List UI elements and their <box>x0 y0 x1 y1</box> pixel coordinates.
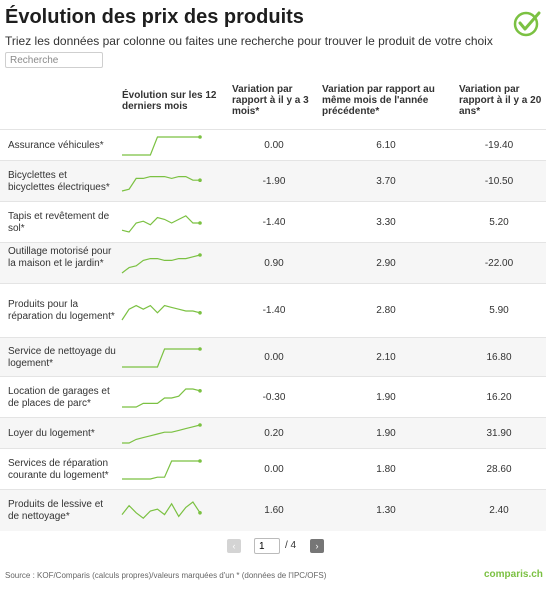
value-3-months: -1.40 <box>262 216 286 228</box>
brand-logo[interactable]: comparis.ch <box>484 569 543 580</box>
trend-sparkline <box>121 501 202 519</box>
sparkline-end-point <box>198 134 202 139</box>
value-1-year: 2.90 <box>376 257 396 269</box>
row-label: Service de nettoyage du logement* <box>8 345 116 369</box>
source-note: Source : KOF/Comparis (calculs propres)/… <box>5 571 327 580</box>
sparkline-end-point <box>198 458 202 463</box>
value-1-year: 2.80 <box>376 305 396 316</box>
column-header-1-year[interactable]: Variation par rapport au même mois de l'… <box>322 84 435 117</box>
sparkline-end-point <box>198 311 202 315</box>
table-row: Produits de lessive et de nettoyage* 1.60… <box>0 489 546 531</box>
value-20-years: -22.00 <box>484 257 514 269</box>
value-20-years: 5.20 <box>489 216 509 228</box>
sparkline-path <box>122 135 200 156</box>
sparkline-path <box>121 253 201 273</box>
trend-sparkline <box>122 346 202 368</box>
pagination: ‹ / 4 › <box>0 537 546 555</box>
page-number-input[interactable] <box>254 538 280 554</box>
sparkline-path <box>122 347 200 368</box>
search-input[interactable] <box>5 52 103 68</box>
sparkline-path <box>122 387 201 408</box>
sparkline-end-point <box>198 220 202 225</box>
value-1-year: 1.90 <box>376 427 396 439</box>
sparkline-end-point <box>198 252 202 257</box>
trend-sparkline <box>121 252 202 273</box>
value-1-year: 1.80 <box>376 463 396 475</box>
value-20-years: 2.40 <box>489 505 509 516</box>
trend-sparkline <box>121 304 202 321</box>
column-header-3-months[interactable]: Variation par rapport à il y a 3 mois* <box>232 84 309 117</box>
sparkline-path <box>122 423 201 444</box>
value-3-months: 0.20 <box>264 427 284 439</box>
row-label: Location de garages et de places de parc… <box>8 385 110 409</box>
value-3-months: -1.40 <box>262 305 286 316</box>
trend-sparkline <box>121 175 202 192</box>
table-row: Location de garages et de places de parc… <box>0 376 546 417</box>
column-header-20-years[interactable]: Variation par rapport à il y a 20 ans* <box>459 84 542 117</box>
value-20-years: -19.40 <box>484 139 514 151</box>
sparkline-end-point <box>198 346 202 351</box>
row-label: Tapis et revêtement de sol* <box>8 210 110 234</box>
row-label: Services de réparation courante du logem… <box>8 457 109 481</box>
value-3-months: 1.60 <box>264 505 284 516</box>
trend-sparkline <box>122 387 202 408</box>
value-20-years: 28.60 <box>486 463 512 475</box>
table-row: Services de réparation courante du logem… <box>0 448 546 489</box>
value-20-years: 16.80 <box>486 351 512 363</box>
sparkline-end-point <box>198 511 202 515</box>
value-3-months: -1.90 <box>262 175 286 187</box>
sparkline-end-point <box>198 422 202 427</box>
sparkline-path <box>122 459 200 480</box>
sparkline-path <box>121 304 201 321</box>
row-label: Produits pour la réparation du logement* <box>8 299 115 322</box>
row-label: Outillage motorisé pour la maison et le … <box>8 245 112 269</box>
value-3-months: 0.00 <box>264 463 284 475</box>
trend-sparkline <box>121 214 202 233</box>
value-20-years: -10.50 <box>484 175 514 187</box>
table-row: Bicyclettes et bicyclettes électriques* -… <box>0 160 546 201</box>
row-label: Produits de lessive et de nettoyage* <box>8 499 104 522</box>
value-3-months: -0.30 <box>262 391 286 403</box>
value-3-months: 0.90 <box>264 257 284 269</box>
table-row: Produits pour la réparation du logement*… <box>0 283 546 337</box>
value-1-year: 1.90 <box>376 391 396 403</box>
row-label: Bicyclettes et bicyclettes électriques* <box>8 169 110 193</box>
sparkline-end-point <box>198 177 202 182</box>
table-row: Outillage motorisé pour la maison et le … <box>0 242 546 283</box>
value-20-years: 31.90 <box>486 427 512 439</box>
trend-sparkline <box>122 134 202 156</box>
table-row: Service de nettoyage du logement* 0.00 2.1… <box>0 337 546 376</box>
value-1-year: 1.30 <box>376 505 396 516</box>
value-20-years: 16.20 <box>486 391 512 403</box>
row-label: Assurance véhicules* <box>8 139 104 151</box>
next-page-button[interactable]: › <box>310 539 324 553</box>
sparkline-path <box>121 501 201 519</box>
value-20-years: 5.90 <box>489 305 509 316</box>
page-subtitle: Triez les données par colonne ou faites … <box>5 34 493 48</box>
page-total: / 4 <box>285 540 297 551</box>
value-1-year: 6.10 <box>376 139 396 151</box>
value-1-year: 2.10 <box>376 351 396 363</box>
value-1-year: 3.30 <box>376 216 396 228</box>
sparkline-path <box>121 175 200 192</box>
table-row: Tapis et revêtement de sol* -1.40 3.30 5.20 <box>0 201 546 242</box>
table-row: Loyer du logement* 0.20 1.90 31.90 <box>0 417 546 448</box>
value-1-year: 3.70 <box>376 175 396 187</box>
value-3-months: 0.00 <box>264 351 284 363</box>
table-row: Assurance véhicules* 0.00 6.10 -19.40 <box>0 129 546 160</box>
sparkline-path <box>121 214 200 233</box>
value-3-months: 0.00 <box>264 139 284 151</box>
trend-sparkline <box>122 422 202 444</box>
sparkline-end-point <box>198 388 202 393</box>
checkmark-circle-icon <box>513 11 541 37</box>
column-header-trend[interactable]: Évolution sur les 12 derniers mois <box>122 90 217 112</box>
row-label: Loyer du logement* <box>8 427 95 439</box>
trend-sparkline <box>122 458 202 480</box>
page-title: Évolution des prix des produits <box>5 6 304 28</box>
previous-page-button[interactable]: ‹ <box>227 539 241 553</box>
